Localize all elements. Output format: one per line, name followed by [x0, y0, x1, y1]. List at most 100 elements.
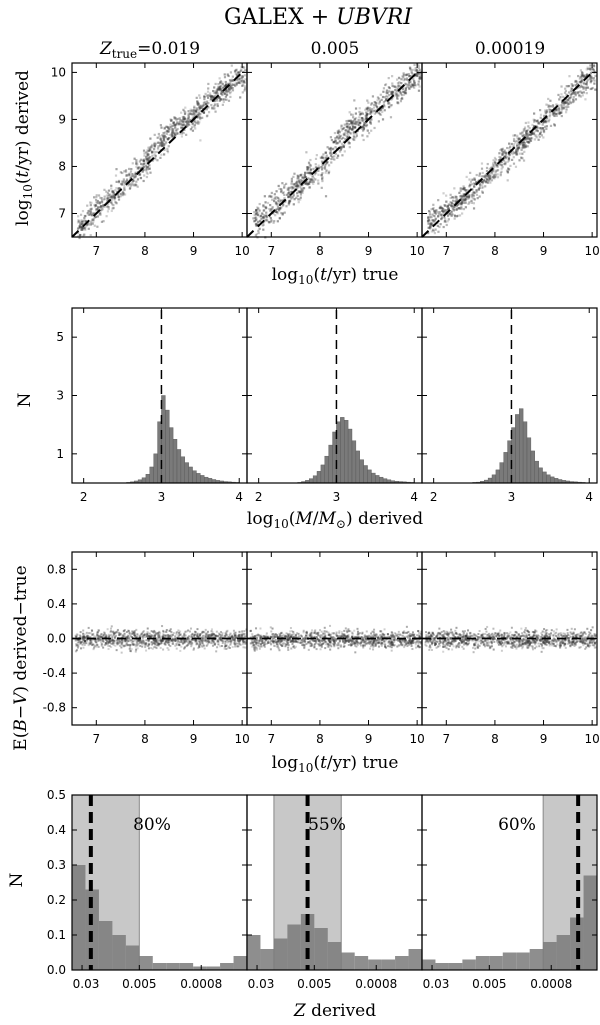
ebv-point [85, 636, 88, 639]
ebv-point [144, 633, 147, 636]
ebv-point [291, 640, 294, 643]
age-point [446, 204, 449, 208]
ebv-point [86, 634, 89, 637]
age-point [470, 196, 473, 199]
ebv-point [270, 643, 273, 646]
ebv-point [158, 635, 161, 638]
ebv-point [75, 635, 78, 638]
age-point [412, 84, 415, 87]
ebv-point [160, 639, 163, 642]
age-point [446, 205, 450, 208]
age-point [298, 186, 302, 189]
age-point [388, 86, 391, 90]
ebv-point [154, 641, 157, 644]
ebv-point [185, 640, 188, 643]
age-point [431, 213, 434, 216]
age-point [174, 126, 177, 129]
mass-hist-bar [312, 475, 318, 484]
age-point [405, 74, 408, 77]
age-point [521, 143, 525, 147]
age-point [394, 85, 397, 88]
ebv-point [162, 629, 165, 632]
age-point [366, 135, 369, 138]
ebv-point [345, 641, 348, 644]
ebv-point [101, 639, 104, 642]
ebv-point [408, 640, 411, 643]
age-point [264, 207, 267, 210]
age-point [566, 98, 570, 102]
age-point [545, 117, 549, 120]
age-point [151, 159, 154, 162]
age-point [436, 211, 439, 214]
age-point [134, 183, 137, 186]
age-ytick-label: 9 [58, 112, 66, 126]
mass-hist-bar [542, 471, 547, 484]
ebv-point [272, 640, 275, 643]
age-point [294, 184, 297, 188]
ebv-point [82, 638, 85, 641]
ebv-point [410, 639, 413, 642]
ebv-ytick-label: -0.8 [43, 701, 66, 715]
age-point [181, 121, 184, 124]
ebv-point [296, 632, 299, 635]
ebv-point [127, 643, 130, 646]
age-point [241, 75, 244, 78]
ebv-point [251, 645, 254, 648]
ebv-point [328, 638, 331, 641]
age-point [99, 206, 102, 209]
age-point [398, 77, 401, 80]
ebv-point [178, 644, 181, 647]
age-point [419, 74, 422, 77]
age-point [373, 103, 376, 106]
age-point [377, 111, 380, 115]
ebv-point [209, 634, 212, 637]
age-point [546, 111, 549, 114]
ebv-point [381, 634, 384, 637]
ebv-point [329, 643, 332, 646]
age-point [138, 166, 141, 169]
age-point [347, 130, 350, 134]
age-point [242, 80, 246, 83]
ebv-point [390, 641, 393, 644]
ebv-point [183, 646, 186, 649]
ebv-point [379, 635, 382, 638]
age-point [148, 167, 151, 170]
ebv-point [75, 635, 78, 638]
ebv-point [183, 635, 186, 638]
age-point [264, 205, 267, 209]
ebv-point [258, 647, 261, 650]
age-point [132, 174, 136, 177]
ebv-point [412, 634, 415, 637]
age-point [535, 126, 538, 130]
age-point [462, 195, 465, 198]
age-point [128, 172, 131, 175]
ebv-point [106, 640, 109, 643]
age-point [262, 205, 265, 208]
ebv-point [188, 635, 191, 638]
age-point [489, 176, 492, 179]
ebv-point [234, 634, 237, 637]
age-point [365, 116, 368, 119]
ebv-point [288, 636, 291, 639]
age-point [585, 92, 588, 95]
age-point [136, 185, 139, 188]
mass-xtick-label: 3 [333, 490, 341, 504]
age-point [488, 168, 491, 171]
age-point [175, 130, 178, 133]
age-point [522, 146, 525, 150]
ebv-point [411, 639, 414, 642]
age-point [378, 102, 381, 105]
age-point [462, 207, 466, 211]
age-point [199, 105, 202, 109]
age-point [339, 146, 342, 149]
ebv-point [138, 636, 141, 639]
ebv-point [96, 633, 99, 636]
ebv-point [360, 638, 363, 641]
age-point [304, 171, 307, 174]
age-ytick-label: 8 [58, 159, 66, 173]
ebv-point [154, 640, 157, 643]
ebv-point [172, 641, 175, 644]
ebv-point [381, 642, 384, 645]
ebv-point [211, 642, 214, 645]
ebv-point [255, 634, 258, 637]
